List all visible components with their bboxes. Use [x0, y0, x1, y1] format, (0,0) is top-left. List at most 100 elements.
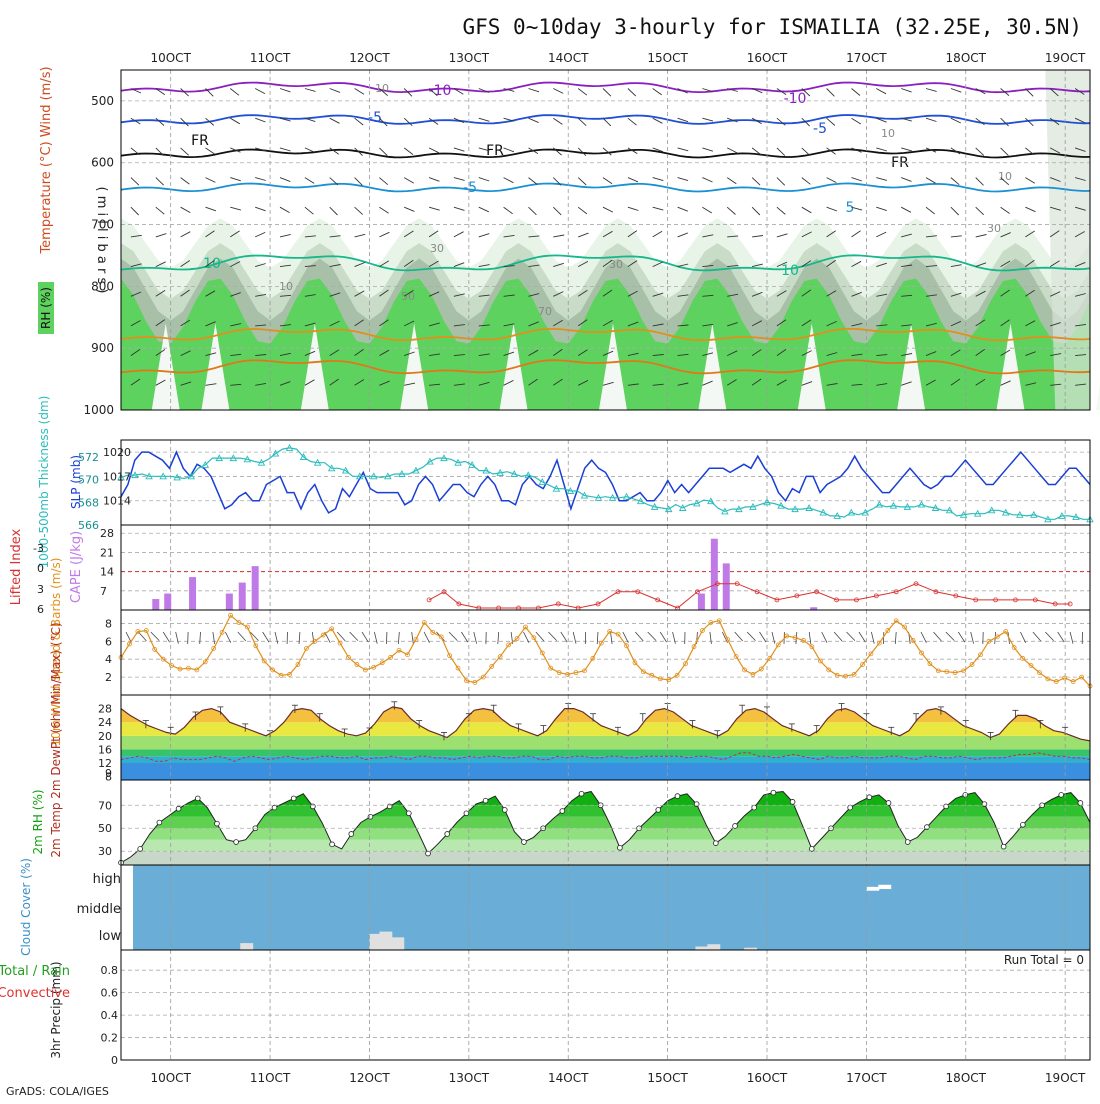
slp-frame	[121, 440, 1090, 525]
rh2m-point	[560, 809, 565, 814]
lifted-index-axis-label: Lifted Index	[9, 528, 24, 605]
wind10m-barb	[200, 632, 201, 644]
rh-label: 10	[881, 127, 895, 140]
rh2m-point	[406, 811, 411, 816]
wind10m-barb	[1070, 632, 1073, 644]
time-tick-label-bottom: 14OCT	[548, 1071, 589, 1085]
cape-tick-label: 21	[100, 546, 114, 559]
wind10m-barb	[275, 632, 278, 644]
cloud-block-low	[695, 947, 708, 950]
rh2m-point	[349, 832, 354, 837]
rh2m-band	[121, 851, 1090, 865]
sounding-axis-label: Temperature (°C) Wind (m/s)	[39, 66, 54, 254]
wind10m-barb	[1045, 632, 1053, 641]
rh2m-point	[176, 806, 181, 811]
precip-tick-label: 0	[111, 1054, 118, 1067]
precip-legend-convective: Convective	[0, 986, 70, 1001]
time-tick-label-bottom: 18OCT	[946, 1071, 987, 1085]
wind10m-barb	[847, 632, 855, 641]
rh-band-group	[121, 780, 1090, 865]
wind10m-barb	[760, 632, 767, 642]
temp-tick-label: 12	[98, 757, 112, 770]
wind10m-barb	[660, 632, 666, 642]
temp-tick-label: 28	[98, 703, 112, 716]
wind10m-barb	[561, 632, 567, 642]
cape-bar	[189, 577, 196, 610]
wind10m-barb	[895, 632, 896, 644]
wind10m-barb	[474, 632, 477, 644]
time-tick-label-bottom: 15OCT	[647, 1071, 688, 1085]
temp-tick-label: 16	[98, 743, 112, 756]
isotherm-label: FR	[191, 133, 209, 149]
wind-frame	[121, 610, 1090, 695]
wind10m-barb	[449, 632, 457, 641]
rh-legend-label: RH (%)	[39, 287, 53, 329]
wind10m-barb	[176, 632, 179, 644]
cloud-level-label: low	[99, 929, 122, 944]
wind10m-barb	[238, 632, 246, 641]
time-tick-label-top: 11OCT	[250, 51, 291, 65]
isotherm-label: -10	[784, 91, 807, 107]
rh2m-point	[867, 795, 872, 800]
cloud-block-high	[866, 887, 879, 891]
temp-band	[121, 736, 1090, 750]
cloud-level-label: middle	[77, 902, 121, 917]
wind10m-barb	[362, 632, 368, 642]
wind10m-barb	[735, 632, 743, 641]
time-tick-label-top: 14OCT	[548, 51, 589, 65]
precip-tick-label: 0.4	[101, 1009, 119, 1022]
cape-bar	[164, 594, 171, 610]
wind-speed-line	[121, 615, 1090, 686]
rh2m-point	[982, 802, 987, 807]
time-tick-label-bottom: 17OCT	[846, 1071, 887, 1085]
wind10m-barb	[213, 632, 215, 644]
temp-band	[121, 763, 1090, 780]
wind-tick-label: 6	[105, 635, 112, 648]
lifted-index-point	[427, 598, 431, 602]
cape-bar	[239, 583, 246, 610]
wind-tick-label: 8	[105, 617, 112, 630]
chart-title: GFS 0~10day 3-hourly for ISMAILIA (32.25…	[462, 15, 1082, 39]
temp-tick-label: 20	[98, 730, 112, 743]
cape-bar	[711, 539, 718, 610]
cloud-block-low	[707, 944, 720, 950]
slp-line	[121, 452, 1090, 513]
cloud-block-low	[240, 943, 253, 950]
wind10m-barb	[398, 632, 399, 644]
wind10m-barb	[747, 632, 755, 641]
cloud-background	[133, 865, 1090, 950]
wind-tick-label: 2	[105, 671, 112, 684]
pressure-tick-label: 500	[91, 94, 114, 108]
wind10m-barb	[611, 632, 613, 644]
lifted-index-tick-label: 6	[37, 603, 44, 616]
rh2m-point	[771, 790, 776, 795]
wind10m-barb	[809, 632, 811, 644]
lifted-index-line	[429, 584, 1070, 608]
rh2m-point	[426, 851, 431, 856]
wind10m-barb	[263, 632, 269, 642]
rh2m-point	[944, 804, 949, 809]
wind10m-barb	[710, 632, 712, 644]
time-tick-label-top: 19OCT	[1045, 51, 1086, 65]
rh2m-point	[963, 793, 968, 798]
slp-tick-label: 1020	[103, 446, 131, 459]
rh2m-point	[1059, 793, 1064, 798]
rh2m-point	[291, 796, 296, 801]
rh2m-band	[121, 780, 1090, 805]
time-tick-label-top: 13OCT	[449, 51, 490, 65]
wind10m-barb	[163, 632, 169, 642]
time-tick-label-bottom: 13OCT	[449, 1071, 490, 1085]
temp-band	[121, 749, 1090, 756]
rh2m-point	[138, 847, 143, 852]
rh2m-point	[752, 805, 757, 810]
rh2m-band	[121, 828, 1090, 839]
temp-axis-label: 2m Temp 2m DewPt (6hr Min/Max) (°C)	[49, 622, 63, 857]
wind10m-barb	[673, 632, 676, 644]
wind10m-barb	[524, 632, 529, 643]
run-total-label: Run Total = 0	[1004, 953, 1084, 967]
wind10m-barb	[859, 632, 866, 642]
pressure-tick-label: 900	[91, 341, 114, 355]
cape-tick-label: 28	[100, 527, 114, 540]
rh2m-axis-label: 2m RH (%)	[31, 789, 45, 854]
